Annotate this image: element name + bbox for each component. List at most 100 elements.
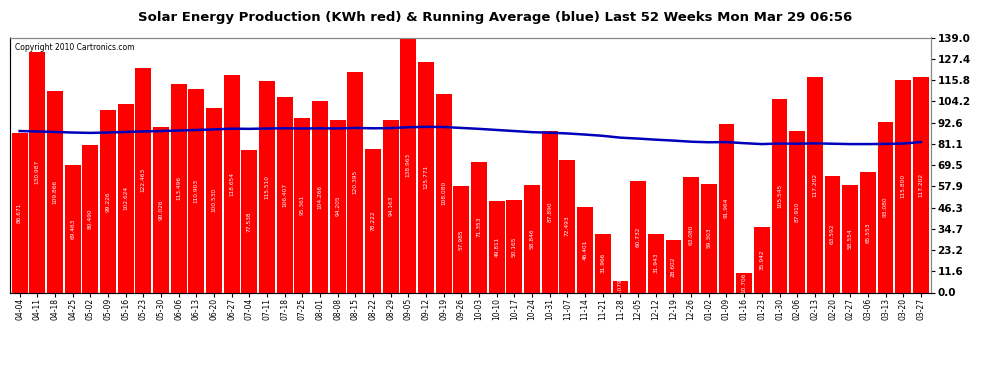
Bar (64, 165, 80, 292)
Text: 6.079: 6.079 (618, 279, 623, 295)
Text: 69.463: 69.463 (70, 219, 75, 239)
Bar (259, 81, 275, 292)
Bar (294, 117, 310, 292)
Bar (365, 149, 381, 292)
Bar (206, 108, 222, 292)
Bar (100, 111, 116, 292)
Text: 108.080: 108.080 (442, 181, 446, 206)
Bar (860, 172, 876, 292)
Text: 10.706: 10.706 (742, 273, 746, 293)
Bar (489, 201, 505, 292)
Text: 91.964: 91.964 (724, 198, 729, 218)
Text: 94.163: 94.163 (388, 196, 393, 216)
Bar (30, 52, 46, 292)
Bar (47, 91, 63, 292)
Bar (631, 181, 646, 292)
Text: 117.202: 117.202 (813, 173, 818, 197)
Text: 87.890: 87.890 (547, 202, 552, 222)
Bar (524, 184, 541, 292)
Bar (595, 234, 611, 292)
Text: 59.303: 59.303 (706, 228, 712, 248)
Text: 95.361: 95.361 (300, 195, 305, 215)
Bar (383, 120, 399, 292)
Text: Solar Energy Production (KWh red) & Running Average (blue) Last 52 Weeks Mon Mar: Solar Energy Production (KWh red) & Runn… (138, 11, 852, 24)
Bar (701, 184, 717, 292)
Bar (647, 234, 663, 292)
Bar (613, 281, 629, 292)
Text: 99.226: 99.226 (106, 191, 111, 212)
Text: 117.202: 117.202 (919, 173, 924, 197)
Bar (418, 62, 434, 292)
Text: 31.943: 31.943 (653, 253, 658, 273)
Text: 87.910: 87.910 (795, 202, 800, 222)
Text: 106.407: 106.407 (282, 183, 287, 207)
Text: 63.592: 63.592 (830, 224, 835, 245)
Bar (789, 131, 805, 292)
Bar (559, 159, 575, 292)
Text: 93.080: 93.080 (883, 197, 888, 217)
Bar (895, 80, 911, 292)
Bar (188, 89, 204, 292)
Bar (170, 84, 187, 292)
Text: 50.165: 50.165 (512, 236, 517, 256)
Bar (737, 273, 752, 292)
Text: 130.987: 130.987 (35, 160, 40, 184)
Bar (913, 78, 929, 292)
Text: 72.493: 72.493 (565, 216, 570, 236)
Bar (242, 150, 257, 292)
Bar (153, 128, 169, 292)
Bar (877, 122, 894, 292)
Text: 105.545: 105.545 (777, 183, 782, 208)
Text: 46.401: 46.401 (583, 240, 588, 260)
Bar (542, 131, 557, 292)
Text: 65.553: 65.553 (865, 222, 870, 243)
Text: 77.538: 77.538 (247, 211, 251, 232)
Bar (771, 99, 787, 292)
Text: 49.811: 49.811 (494, 237, 499, 257)
Text: 58.554: 58.554 (847, 228, 852, 249)
Text: 118.654: 118.654 (229, 172, 235, 196)
Bar (842, 185, 858, 292)
Text: 94.205: 94.205 (336, 196, 341, 216)
Bar (471, 162, 487, 292)
Bar (577, 207, 593, 292)
Text: 122.463: 122.463 (141, 168, 146, 192)
Bar (330, 120, 346, 292)
Text: 60.732: 60.732 (636, 226, 641, 247)
Text: 71.353: 71.353 (476, 217, 481, 237)
Text: 35.942: 35.942 (759, 249, 764, 270)
Text: 125.771: 125.771 (424, 165, 429, 189)
Bar (683, 177, 699, 292)
Text: 138.963: 138.963 (406, 153, 411, 177)
Text: 115.800: 115.800 (901, 174, 906, 198)
Text: 86.671: 86.671 (17, 203, 22, 223)
Text: 102.624: 102.624 (123, 186, 128, 210)
Bar (347, 72, 363, 292)
Text: 28.602: 28.602 (671, 256, 676, 276)
Bar (224, 75, 240, 292)
Text: 113.496: 113.496 (176, 176, 181, 200)
Text: 57.985: 57.985 (459, 229, 464, 250)
Bar (136, 68, 151, 292)
Bar (277, 97, 293, 292)
Bar (507, 201, 523, 292)
Text: 58.846: 58.846 (530, 228, 535, 249)
Text: 78.222: 78.222 (370, 210, 375, 231)
Text: 109.866: 109.866 (52, 180, 57, 204)
Bar (82, 145, 98, 292)
Bar (665, 240, 681, 292)
Text: Copyright 2010 Cartronics.com: Copyright 2010 Cartronics.com (15, 43, 134, 52)
Bar (312, 101, 328, 292)
Text: 90.026: 90.026 (158, 200, 163, 220)
Bar (807, 78, 823, 292)
Bar (12, 134, 28, 292)
Text: 31.966: 31.966 (600, 253, 605, 273)
Text: 115.510: 115.510 (264, 174, 269, 198)
Bar (825, 176, 841, 292)
Bar (753, 226, 770, 292)
Bar (719, 124, 735, 292)
Bar (453, 186, 469, 292)
Text: 110.903: 110.903 (194, 179, 199, 203)
Text: 100.530: 100.530 (212, 188, 217, 212)
Text: 80.490: 80.490 (88, 209, 93, 229)
